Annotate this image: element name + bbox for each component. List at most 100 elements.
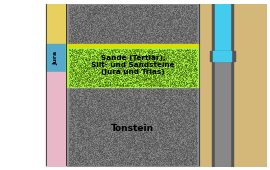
Point — [114, 14, 119, 16]
Point — [108, 113, 112, 116]
Point — [109, 98, 113, 101]
Point — [151, 49, 156, 51]
Point — [77, 70, 81, 72]
Point — [163, 84, 167, 87]
Point — [133, 152, 137, 155]
Point — [109, 118, 113, 120]
Point — [176, 162, 180, 165]
Point — [179, 57, 183, 60]
Point — [104, 78, 109, 80]
Point — [140, 18, 144, 20]
Point — [177, 11, 181, 14]
Point — [178, 103, 183, 106]
Point — [85, 23, 90, 26]
Point — [92, 91, 97, 94]
Point — [172, 28, 176, 31]
Point — [183, 66, 187, 69]
Point — [163, 158, 168, 161]
Point — [82, 127, 86, 129]
Point — [117, 89, 122, 92]
Point — [173, 91, 178, 94]
Point — [72, 139, 76, 142]
Point — [146, 137, 150, 140]
Point — [148, 50, 152, 53]
Point — [99, 130, 103, 133]
Point — [143, 130, 148, 133]
Point — [144, 99, 148, 102]
Point — [89, 124, 93, 126]
Point — [137, 66, 141, 68]
Point — [171, 118, 175, 121]
Point — [147, 32, 152, 35]
Point — [142, 130, 146, 132]
Point — [124, 22, 128, 25]
Point — [83, 147, 88, 150]
Point — [123, 16, 127, 19]
Point — [171, 157, 175, 159]
Point — [99, 31, 103, 34]
Point — [100, 26, 105, 29]
Point — [114, 121, 119, 124]
Point — [129, 57, 133, 59]
Point — [84, 57, 88, 59]
Point — [146, 67, 150, 70]
Point — [70, 7, 75, 10]
Point — [144, 84, 149, 87]
Point — [121, 48, 126, 50]
Point — [149, 91, 153, 94]
Point — [114, 99, 119, 102]
Point — [168, 138, 172, 141]
Point — [95, 50, 99, 53]
Point — [82, 6, 86, 8]
Point — [78, 118, 83, 121]
Point — [122, 124, 126, 127]
Point — [177, 75, 181, 78]
Point — [81, 158, 86, 161]
Point — [102, 155, 106, 158]
Point — [142, 31, 146, 34]
Point — [151, 147, 155, 149]
Point — [189, 10, 193, 12]
Point — [141, 113, 146, 116]
Point — [83, 34, 88, 37]
Point — [136, 73, 140, 76]
Point — [129, 142, 133, 145]
Point — [162, 37, 166, 40]
Point — [156, 39, 160, 41]
Point — [162, 137, 167, 140]
Point — [185, 80, 190, 82]
Point — [117, 30, 121, 33]
Point — [194, 150, 198, 153]
Point — [136, 39, 140, 42]
Point — [72, 100, 77, 102]
Point — [140, 78, 144, 81]
Point — [78, 55, 82, 58]
Point — [73, 147, 78, 150]
Point — [112, 63, 116, 66]
Point — [181, 118, 185, 121]
Point — [93, 64, 98, 67]
Point — [146, 69, 150, 71]
Point — [102, 40, 106, 43]
Point — [97, 9, 102, 12]
Point — [165, 152, 169, 155]
Point — [173, 48, 178, 51]
Point — [77, 140, 82, 142]
Point — [175, 128, 180, 131]
Point — [109, 4, 113, 7]
Point — [94, 131, 98, 134]
Point — [182, 144, 187, 147]
Point — [148, 49, 153, 52]
Point — [76, 34, 81, 36]
Point — [80, 71, 85, 74]
Point — [88, 68, 93, 71]
Point — [103, 15, 108, 18]
Point — [132, 105, 137, 108]
Point — [107, 114, 111, 117]
Point — [100, 118, 105, 121]
Point — [131, 106, 136, 109]
Point — [148, 124, 152, 127]
Point — [161, 9, 165, 12]
Point — [175, 31, 179, 34]
Point — [103, 142, 107, 145]
